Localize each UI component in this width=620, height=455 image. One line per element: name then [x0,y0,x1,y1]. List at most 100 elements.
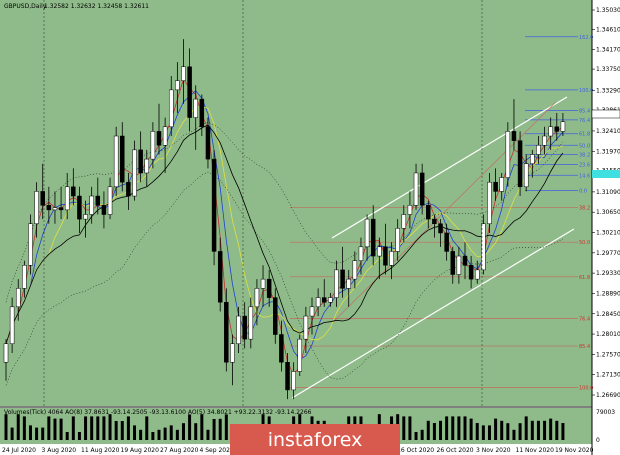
price-axis-label: 1.34610 [596,26,620,33]
volume-bar [41,427,45,440]
volume-bar [451,416,455,440]
candle-body [377,246,382,257]
candle-body [95,195,101,206]
price-axis-label: 1.31090 [596,189,620,196]
fib-level-label: 14.6 [579,173,590,179]
candle-body [401,214,407,229]
volume-bar [16,414,20,440]
date-axis-label: 24 Jul 2020 [2,447,36,454]
current-price-tag [591,109,620,119]
price-axis-label: 1.30650 [596,209,620,216]
fib-level-label: 85.4 [579,109,590,115]
volume-bar [175,429,179,440]
volume-bar [35,427,39,440]
volume-bar [561,423,565,440]
fib-level-label: 50.0 [579,240,590,246]
candle-body [303,315,309,340]
volume-bar [224,414,228,440]
candle-body [499,177,504,192]
candle-body [536,145,541,155]
candle-body [205,126,211,160]
volume-bar [71,416,75,440]
candle-body [230,343,235,363]
ma-black-line [5,124,564,344]
candle-body [150,131,156,160]
candle-body [328,297,333,303]
volume-bar [457,416,461,440]
candle-body [260,278,266,289]
channel-upper-line [331,96,568,239]
fib-level-label: 76.4 [579,118,590,124]
volume-bar [555,420,559,440]
price-axis-label: 1.32410 [596,128,620,135]
candle-body [291,371,296,391]
price-axis-label: 1.35030 [596,7,620,14]
candle-body [132,149,137,197]
volume-bar [420,429,424,440]
volume-bar [120,421,124,440]
volume-bar [487,425,491,440]
candle-body [236,315,241,345]
date-axis-label: 19 Nov 2020 [555,447,594,454]
volume-bar [494,418,498,440]
fib-level-label: 50.0 [579,143,590,149]
volume-bar [169,425,173,440]
fib-level-label: 76.4 [579,316,590,322]
fib-level-label: 85.4 [579,344,590,350]
candle-body [426,205,431,220]
candle-body [181,66,186,81]
volume-bar [194,423,198,440]
cyan-price-marker [592,170,620,178]
candle-body [511,131,517,141]
price-axis-label: 1.28010 [596,331,620,338]
price-axis-label: 1.30210 [596,230,620,237]
volume-bar [445,416,449,440]
candle-body [175,80,180,91]
chart-header-ohlc: 1.32582 1.32632 1.32458 1.32611 [44,3,149,10]
candle-body [9,306,15,345]
candle-body [22,265,27,289]
volume-bar [500,420,504,440]
candle-body [487,181,492,224]
price-axis-label: 1.27570 [596,351,620,358]
volume-bar [53,418,57,440]
candle-body [144,158,150,174]
candle-body [52,207,58,211]
volume-bar [512,429,516,440]
candle-body [419,172,425,206]
candle-body [407,205,413,215]
volume-bar [414,432,418,440]
candle-body [505,131,511,178]
volume-bar [475,423,479,440]
volume-bar [426,420,430,440]
price-axis-label: 1.31970 [596,148,620,155]
candle-body [254,288,260,308]
volume-bar [114,421,118,440]
date-axis-label: 27 Aug 2020 [160,447,199,454]
candle-body [101,205,107,215]
candle-body [199,98,205,128]
candle-body [321,297,327,303]
volume-bar [90,416,94,440]
candle-body [217,251,223,303]
volume-bar [47,416,51,440]
volume-bar [518,423,522,440]
candle-body [413,172,419,206]
candle-body [450,251,456,275]
candle-body [352,260,358,280]
fib-level-label: 162.0 [579,35,593,41]
band-lower-line [5,171,564,386]
candle-body [120,135,125,183]
candle-body [444,232,449,252]
date-axis-label: 26 Oct 2020 [437,447,474,454]
indicator-scale-bottom: 0 [596,437,600,444]
fib-level-label: 100.0 [579,386,593,392]
candle-body [285,361,290,391]
date-axis-label: 3 Nov 2020 [476,447,511,454]
candle-body [126,181,131,197]
candle-body [15,288,21,308]
candle-body [28,223,33,266]
volume-bar [139,429,143,440]
candle-body [248,306,254,340]
